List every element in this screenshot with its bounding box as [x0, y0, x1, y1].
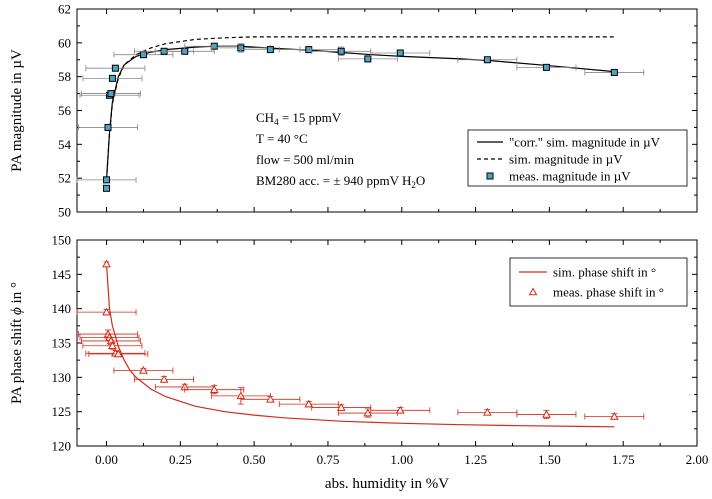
data-point	[337, 47, 345, 55]
data-point	[139, 51, 147, 59]
legend-label: sim. magnitude in µV	[509, 152, 623, 167]
data-point	[483, 407, 492, 416]
data-point	[304, 399, 314, 408]
legend-label: meas. magnitude in µV	[509, 169, 631, 184]
x-tick-label: 2.00	[686, 452, 709, 467]
data-point	[610, 68, 618, 76]
legend: sim. phase shift in ° meas. phase shift i…	[509, 257, 688, 307]
series-1	[105, 36, 615, 180]
legend-label: sim. phase shift in °	[553, 265, 656, 280]
y-tick-label: 135	[52, 336, 72, 351]
y-tick-label: 120	[52, 439, 72, 454]
annotation-text: = 15 ppmV	[279, 110, 342, 125]
y-axis-title-part: PA phase shift	[9, 315, 25, 404]
data-point	[107, 90, 115, 98]
data-point	[364, 55, 372, 63]
y-axis-title: PA magnitude in µV	[9, 49, 25, 172]
y-tick-label: 145	[52, 267, 72, 282]
y-tick-label: 54	[58, 137, 72, 152]
sim-curve	[105, 263, 615, 428]
series-1	[76, 259, 645, 420]
legend-box	[467, 129, 688, 187]
data-point	[396, 49, 404, 57]
data-point	[363, 408, 373, 417]
annotation-line: CH4 = 15 ppmV	[256, 110, 342, 127]
data-point	[336, 403, 346, 411]
data-point	[266, 394, 275, 403]
y-axis-title: PA phase shift ϕ in °	[9, 282, 25, 404]
series-0	[105, 263, 615, 428]
data-point	[609, 411, 619, 420]
x-tick-label: 0.25	[169, 452, 192, 467]
annotation-text: T = 40 °C	[256, 131, 308, 146]
data-point	[210, 42, 218, 50]
data-point	[103, 176, 111, 184]
annotation-text: CH	[256, 110, 274, 125]
annotation-line: T = 40 °C	[256, 131, 308, 146]
data-point	[103, 184, 111, 192]
y-axis-title-part: in °	[9, 282, 25, 307]
y-tick-label: 150	[52, 233, 72, 248]
legend-swatch	[486, 172, 494, 180]
data-point	[159, 374, 169, 383]
annotation-subscript: 4	[274, 117, 279, 127]
data-point	[113, 349, 123, 358]
annotation-text: O	[416, 173, 425, 188]
x-tick-label: 1.25	[464, 452, 487, 467]
data-point	[483, 56, 491, 64]
data-point	[395, 405, 405, 414]
data-point	[266, 46, 274, 54]
y-tick-label: 56	[58, 103, 72, 118]
y-tick-label: 125	[52, 404, 72, 419]
data-point	[104, 123, 112, 131]
legend-label: meas. phase shift in °	[553, 285, 664, 300]
y-tick-label: 60	[58, 35, 71, 50]
y-tick-label: 140	[52, 301, 72, 316]
annotation-text: flow = 500 ml/min	[256, 152, 354, 167]
annotation-line: BM280 acc. = ± 940 ppmV H2O	[256, 173, 425, 190]
data-point	[139, 365, 148, 374]
x-axis-title: abs. humidity in %V	[325, 476, 449, 492]
y-tick-label: 58	[58, 69, 71, 84]
legend-box	[509, 257, 688, 307]
annotation-subscript: 2	[411, 180, 416, 190]
data-point	[542, 63, 550, 71]
magnitude-panel: 50 52 54 56 58 60 62 PA magnitude in µV "corr." …	[9, 2, 698, 220]
legend-label: "corr." sim. magnitude in µV	[509, 135, 661, 150]
x-tick-label: 0.50	[243, 452, 266, 467]
annotation-line: flow = 500 ml/min	[256, 152, 354, 167]
x-tick-label: 1.00	[390, 452, 413, 467]
y-axis-title-symbol: ϕ	[9, 307, 25, 315]
annotation: CH4 = 15 ppmV T = 40 °C flow = 500 ml/min B…	[256, 110, 425, 190]
y-tick-label: 62	[58, 2, 71, 17]
data-point	[108, 74, 116, 82]
phase-panel: 0.00 0.25 0.50 0.75 1.00 1.25 1.50 1.75 2.00 120 1…	[9, 233, 708, 493]
y-tick-label: 50	[58, 205, 71, 220]
legend-swatch	[528, 287, 538, 296]
annotation-text: BM280 acc. = ± 940 ppmV H	[256, 173, 411, 188]
data-point	[108, 341, 117, 350]
data-point	[209, 385, 219, 393]
sim-curve-dashed	[105, 36, 615, 180]
data-point	[102, 307, 111, 316]
x-tick-label: 1.75	[612, 452, 635, 467]
data-point	[542, 409, 551, 418]
y-tick-label: 52	[58, 171, 71, 186]
data-point	[111, 64, 119, 72]
series-2	[76, 42, 645, 192]
data-point	[102, 259, 111, 268]
y-tick-label: 130	[52, 370, 72, 385]
legend: "corr." sim. magnitude in µV sim. magnitu…	[467, 129, 688, 187]
x-tick-label: 0.00	[95, 452, 118, 467]
x-tick-label: 1.50	[538, 452, 561, 467]
data-point	[305, 46, 313, 54]
x-tick-label: 0.75	[317, 452, 340, 467]
